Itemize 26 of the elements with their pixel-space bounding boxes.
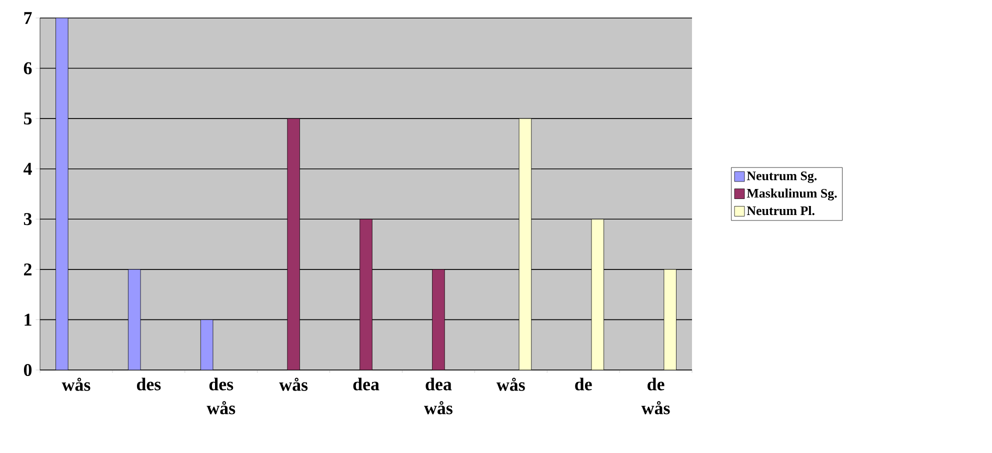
y-tick-label: 0 — [24, 364, 32, 376]
x-tick-label: wås — [62, 378, 90, 391]
y-tick-label: 7 — [24, 12, 32, 24]
y-tick-label: 4 — [24, 162, 32, 175]
x-tick-label: wås — [279, 378, 308, 391]
y-tick-label: 2 — [24, 263, 32, 276]
legend-label: Neutrum Pl. — [746, 206, 814, 216]
y-tick-label: 5 — [24, 112, 32, 125]
y-tick-label: 3 — [24, 213, 32, 226]
bar — [128, 269, 141, 370]
x-tick-label: wås — [496, 378, 525, 391]
y-tick-label: 1 — [24, 314, 32, 326]
bar — [200, 320, 214, 370]
legend-label: Maskulinum Sg. — [746, 188, 837, 200]
bar — [519, 118, 532, 370]
x-tick-label: dea wås — [424, 378, 452, 414]
bar — [591, 219, 604, 370]
x-tick-label: des wås — [206, 378, 236, 414]
x-tick-label: de wås — [641, 378, 670, 414]
x-tick-label: de — [575, 378, 592, 390]
legend-label: Neutrum Sg. — [746, 172, 817, 183]
bar — [56, 18, 68, 370]
x-tick-label: dea — [353, 378, 380, 390]
x-tick-label: des — [136, 378, 161, 390]
bar — [664, 269, 676, 370]
y-tick-label: 6 — [24, 62, 32, 74]
